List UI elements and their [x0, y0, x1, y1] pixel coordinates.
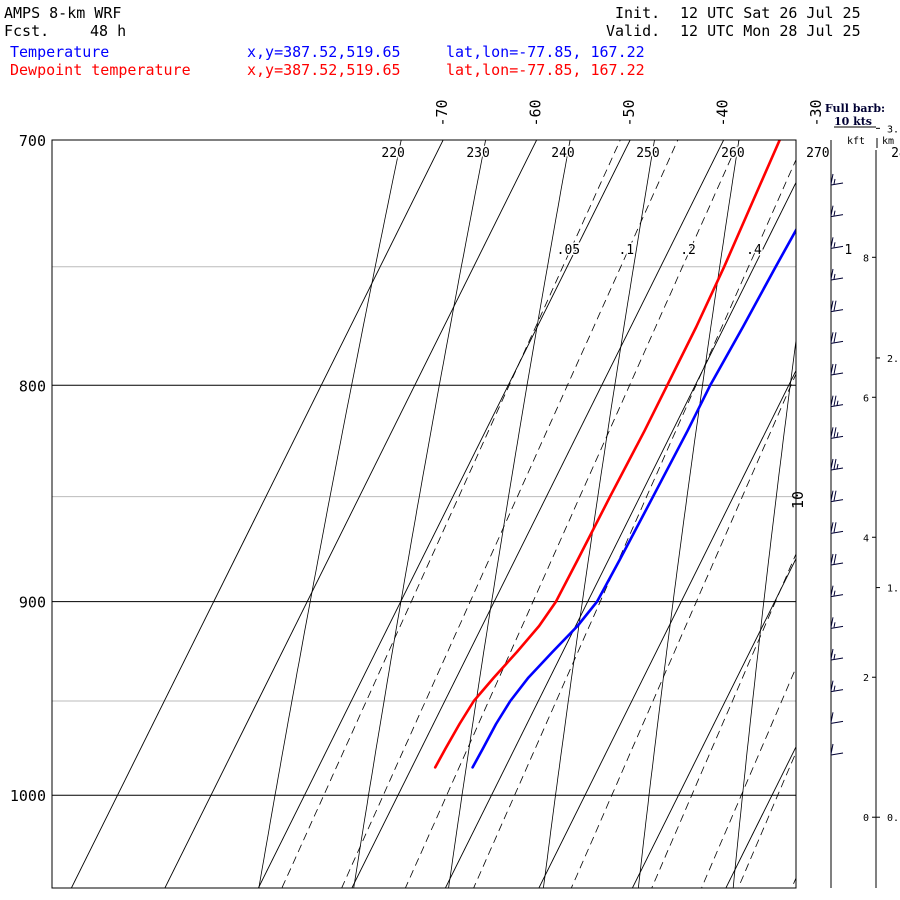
kft-tick-label: 0: [863, 813, 869, 824]
dry-adiabat-label: 250: [636, 146, 659, 161]
mixing-ratio-line: [404, 140, 740, 888]
kft-tick-label: 6: [863, 393, 869, 404]
legend-temperature-xy: x,y=387.52,519.65: [247, 43, 401, 61]
plot-frame: [51, 139, 797, 889]
isotherm-label: -60: [527, 99, 545, 126]
wind-barb: [830, 522, 844, 534]
legend-dewpoint: Dewpoint temperature: [10, 61, 191, 79]
mixing-ratio-line: [737, 751, 796, 888]
dewpoint-line: [433, 140, 782, 769]
isotherm: [725, 745, 796, 888]
dry-adiabat-label: 260: [721, 146, 744, 161]
km-tick-label: 2.: [887, 354, 899, 365]
isotherm: [351, 140, 725, 888]
mixing-ratio-label: .4: [746, 243, 762, 258]
wind-barb: [830, 268, 844, 281]
isotherm-label: 10: [789, 491, 807, 509]
wind-barb: [830, 585, 844, 598]
isotherm-label: -40: [714, 99, 732, 126]
km-tick-label: 3.: [887, 124, 899, 135]
kft-label: kft: [847, 136, 865, 147]
km-label: km: [882, 136, 894, 147]
kft-tick-label: 4: [863, 533, 869, 544]
isotherm: [257, 140, 631, 888]
dry-adiabat: [542, 140, 655, 888]
isotherm-label: -30: [807, 99, 825, 126]
dry-adiabat-label: 270: [806, 146, 829, 161]
mixing-ratio-line: [651, 553, 796, 888]
dry-adiabat-label: 240: [551, 146, 574, 161]
temperature-line: [471, 227, 796, 769]
dry-adiabat: [732, 337, 796, 888]
wind-barb: [830, 712, 844, 724]
wind-barb: [830, 490, 844, 503]
legend-dewpoint-latlon: lat,lon=-77.85, 167.22: [446, 61, 645, 79]
wind-panel-title: Full barb:: [825, 102, 885, 115]
dry-adiabat: [258, 140, 402, 888]
wind-panel-units: 10 kts: [834, 115, 872, 128]
wind-barb: [830, 427, 844, 439]
isotherm-label: -70: [433, 99, 451, 126]
mixing-ratio-line: [473, 158, 796, 888]
isotherm-label: -50: [620, 99, 638, 126]
forecast-value: 48 h: [90, 22, 127, 40]
valid-label: Valid.: [606, 22, 661, 40]
wind-barb: [830, 395, 844, 408]
wind-barb: [830, 553, 844, 566]
legend-temperature: Temperature: [10, 43, 110, 61]
isotherm: [538, 369, 796, 888]
pressure-tick-label: 900: [19, 594, 46, 612]
wind-barb: [830, 173, 844, 186]
wind-barb: [830, 680, 844, 693]
mixing-ratio-label: .05: [557, 243, 580, 258]
dry-adiabat-label: 230: [466, 146, 489, 161]
kft-tick-label: 8: [863, 253, 869, 264]
pressure-tick-label: 800: [19, 377, 46, 395]
dry-adiabat: [353, 140, 487, 888]
pressure-tick-label: 700: [19, 132, 46, 150]
isotherm: [812, 87, 900, 900]
mixing-ratio-label: 1: [844, 243, 852, 258]
isotherm: [164, 140, 538, 888]
mixing-ratio-line: [281, 140, 621, 888]
dry-adiabat: [448, 140, 571, 888]
wind-barb: [830, 332, 844, 344]
valid-value: 12 UTC Mon 28 Jul 25: [680, 22, 861, 40]
wind-barb: [830, 205, 844, 218]
dry-adiabat: [827, 87, 900, 900]
isotherm: [444, 181, 796, 888]
isotherm: [631, 557, 796, 888]
wind-barb: [830, 648, 844, 661]
legend-temperature-latlon: lat,lon=-77.85, 167.22: [446, 43, 645, 61]
mixing-ratio-label: .2: [680, 243, 696, 258]
kft-tick-label: 2: [863, 673, 869, 684]
wind-barb: [830, 363, 844, 376]
forecast-label: Fcst.: [4, 22, 50, 40]
legend-dewpoint-xy: x,y=387.52,519.65: [247, 61, 401, 79]
mixing-ratio-line: [570, 373, 796, 888]
km-tick-label: 1.: [887, 584, 899, 595]
mixing-ratio-line: [341, 140, 679, 888]
wind-barb: [830, 617, 844, 629]
wind-barb: [830, 237, 844, 249]
init-value: 12 UTC Sat 26 Jul 25: [680, 4, 861, 22]
dry-adiabat-label: 280: [891, 146, 900, 161]
init-label: Init.: [615, 4, 661, 22]
model-title: AMPS 8-km WRF: [4, 4, 122, 22]
pressure-tick-label: 1000: [10, 787, 46, 805]
km-tick-label: 0.: [887, 813, 899, 824]
wind-barb: [830, 743, 844, 756]
wind-barb: [830, 458, 844, 471]
isotherm: [70, 140, 444, 888]
mixing-ratio-label: .1: [618, 243, 634, 258]
dry-adiabat-label: 220: [381, 146, 404, 161]
dry-adiabat: [637, 140, 740, 888]
wind-barb: [830, 300, 844, 313]
